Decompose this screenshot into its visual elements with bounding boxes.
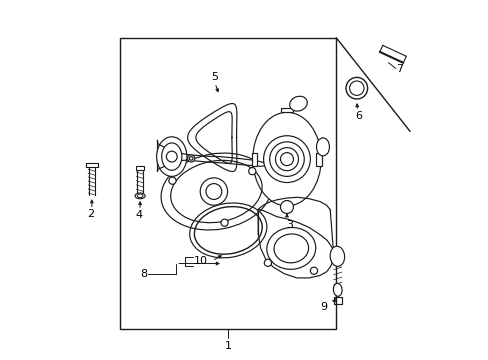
Ellipse shape — [137, 194, 142, 198]
Ellipse shape — [162, 143, 182, 170]
Circle shape — [280, 153, 293, 166]
Circle shape — [263, 136, 310, 183]
Circle shape — [187, 155, 194, 162]
Text: 5: 5 — [211, 72, 218, 82]
Ellipse shape — [135, 193, 145, 199]
Circle shape — [200, 178, 227, 205]
Text: 3: 3 — [285, 220, 292, 230]
Text: 2: 2 — [87, 209, 94, 219]
Ellipse shape — [266, 228, 315, 269]
Text: 1: 1 — [224, 341, 231, 351]
Text: 6: 6 — [355, 111, 362, 121]
Circle shape — [310, 267, 317, 274]
Circle shape — [189, 157, 193, 160]
Polygon shape — [136, 166, 144, 170]
Text: 8: 8 — [140, 269, 147, 279]
Circle shape — [168, 177, 176, 184]
Ellipse shape — [156, 137, 186, 176]
Ellipse shape — [333, 283, 342, 296]
Ellipse shape — [252, 112, 321, 206]
Circle shape — [346, 77, 367, 99]
Circle shape — [275, 148, 298, 171]
Polygon shape — [251, 153, 257, 166]
Circle shape — [349, 81, 363, 95]
Ellipse shape — [161, 153, 271, 230]
Polygon shape — [280, 108, 293, 112]
Polygon shape — [316, 153, 321, 166]
Circle shape — [264, 259, 271, 266]
Circle shape — [221, 219, 228, 226]
Ellipse shape — [329, 246, 344, 266]
Circle shape — [269, 142, 304, 176]
Circle shape — [205, 184, 222, 199]
Text: 4: 4 — [136, 210, 142, 220]
Text: 10: 10 — [194, 256, 208, 266]
Polygon shape — [86, 163, 98, 167]
Circle shape — [280, 201, 293, 213]
Ellipse shape — [289, 96, 306, 111]
Circle shape — [248, 167, 255, 175]
Circle shape — [166, 151, 177, 162]
Ellipse shape — [273, 234, 308, 263]
Text: 7: 7 — [396, 64, 403, 74]
Bar — [120, 38, 336, 329]
Text: 9: 9 — [320, 302, 326, 312]
Circle shape — [282, 203, 291, 211]
Ellipse shape — [316, 138, 329, 156]
